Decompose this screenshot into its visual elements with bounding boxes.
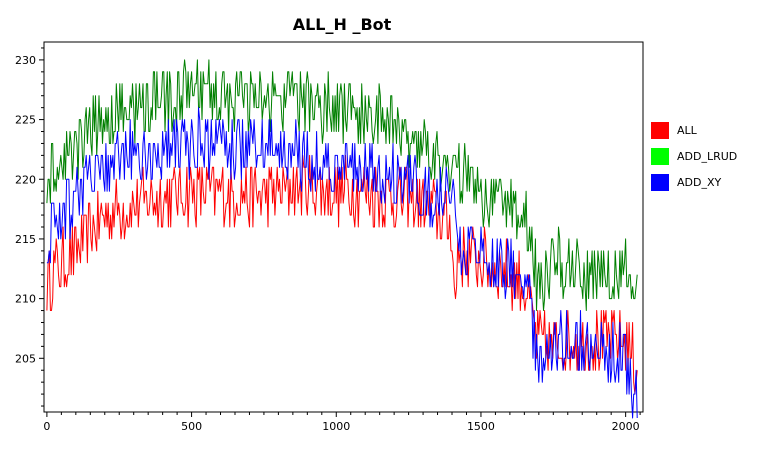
legend-label-add-xy: ADD_XY <box>677 176 722 189</box>
legend-label-add-lrud: ADD_LRUD <box>677 150 737 163</box>
legend-swatch-add-xy <box>651 174 669 191</box>
series-line-all <box>46 154 638 395</box>
y-tick-label: 220 <box>15 173 36 186</box>
chart-title: ALL_H _Bot <box>293 15 392 34</box>
x-tick-label: 0 <box>43 420 50 433</box>
series-line-add-lrud <box>46 59 638 311</box>
legend-swatch-add-lrud <box>651 148 669 165</box>
series-lines <box>46 59 638 419</box>
y-tick-label: 210 <box>15 293 36 306</box>
legend-swatch-all <box>651 122 669 139</box>
legend-label-all: ALL <box>677 124 698 137</box>
x-axis: 0 500 1000 1500 2000 <box>43 412 641 433</box>
y-tick-label: 225 <box>15 114 36 127</box>
y-tick-label: 205 <box>15 352 36 365</box>
legend: ALL ADD_LRUD ADD_XY <box>651 122 737 191</box>
x-tick-label: 1500 <box>467 420 495 433</box>
series-line-add-xy <box>46 107 638 419</box>
x-tick-label: 500 <box>181 420 202 433</box>
x-tick-label: 1000 <box>322 420 350 433</box>
y-axis: 205 210 215 220 225 230 <box>15 47 44 407</box>
y-tick-label: 230 <box>15 54 36 67</box>
y-tick-label: 215 <box>15 233 36 246</box>
x-tick-label: 2000 <box>612 420 640 433</box>
